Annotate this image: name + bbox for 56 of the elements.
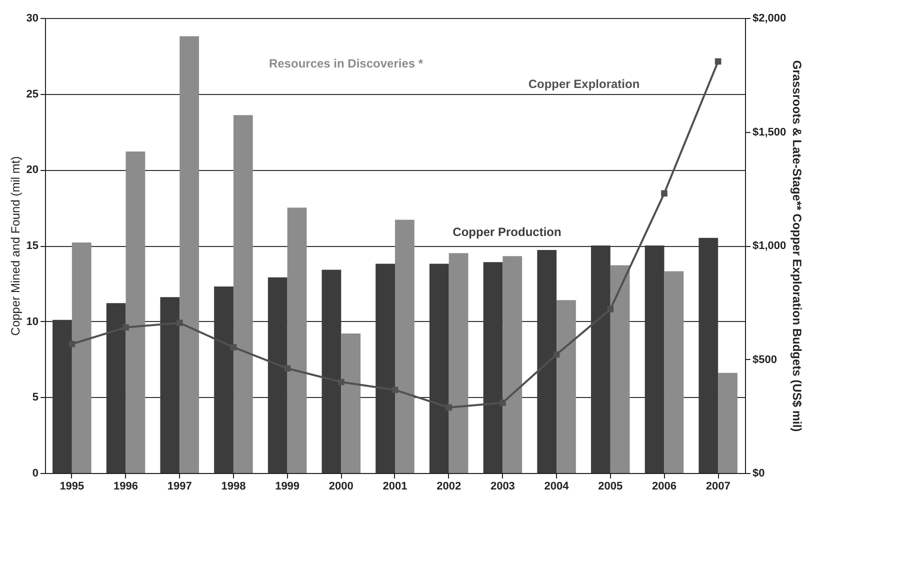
bar — [287, 208, 307, 473]
point — [500, 400, 506, 406]
x-tick-label: 2002 — [436, 480, 462, 492]
bar — [72, 242, 92, 473]
x-tick-label: 2004 — [544, 480, 570, 492]
y-tick-label: 10 — [26, 316, 38, 328]
bar — [180, 36, 199, 473]
point — [714, 58, 722, 65]
text: Resources in Discoveries * — [268, 56, 424, 70]
y2-tick-label: $2,000 — [752, 12, 786, 24]
point — [284, 365, 290, 372]
bar — [341, 333, 361, 473]
bar — [556, 300, 576, 473]
y-tick-label: 0 — [32, 468, 38, 480]
point — [553, 351, 560, 358]
x-tick-label: 2007 — [706, 480, 730, 492]
y-tick-label: 30 — [26, 12, 38, 24]
y-tick-label: 5 — [32, 392, 38, 404]
bar — [502, 256, 522, 473]
x-tick-label: 2003 — [490, 480, 515, 492]
y2-axis-title: Grassroots & Late-Stage** Copper Exploration Budgets (US$ mil) — [790, 60, 804, 432]
point — [338, 378, 344, 386]
x-tick-label: 1996 — [114, 480, 138, 492]
bar — [610, 265, 630, 473]
point — [176, 320, 183, 326]
y-tick-label: 20 — [26, 164, 38, 176]
series-label: Copper Production — [452, 224, 562, 239]
y2-tick-label: $0 — [752, 468, 765, 480]
y-tick-label: 15 — [26, 240, 38, 252]
bar — [664, 271, 684, 473]
x-tick-label: 1995 — [60, 480, 84, 492]
bar — [718, 372, 738, 473]
point — [446, 404, 452, 411]
x-tick-label: 2006 — [652, 480, 676, 492]
bar — [233, 115, 253, 473]
bar — [126, 151, 146, 473]
x-tick-label: 2000 — [328, 480, 354, 492]
y-axis-title: Copper Mined and Found (mil mt) — [8, 156, 22, 336]
point — [607, 306, 614, 312]
text: Copper Exploration — [528, 76, 640, 91]
y2-tick-label: $1,500 — [752, 126, 786, 138]
y-tick-label: 25 — [26, 88, 38, 100]
x-tick-label: 2001 — [382, 480, 408, 492]
bar — [395, 220, 414, 473]
y2-tick-label: $1,000 — [752, 240, 786, 252]
point — [661, 190, 668, 197]
bar — [448, 253, 468, 473]
x-tick-label: 1998 — [221, 480, 246, 492]
x-tick-label: 1997 — [167, 480, 192, 492]
y2-tick-label: $500 — [752, 354, 777, 366]
point — [230, 344, 237, 350]
point — [122, 324, 129, 331]
x-tick-label: 2005 — [598, 480, 623, 492]
point — [392, 386, 398, 394]
x-tick-label: 1999 — [275, 480, 300, 492]
point — [68, 340, 76, 348]
